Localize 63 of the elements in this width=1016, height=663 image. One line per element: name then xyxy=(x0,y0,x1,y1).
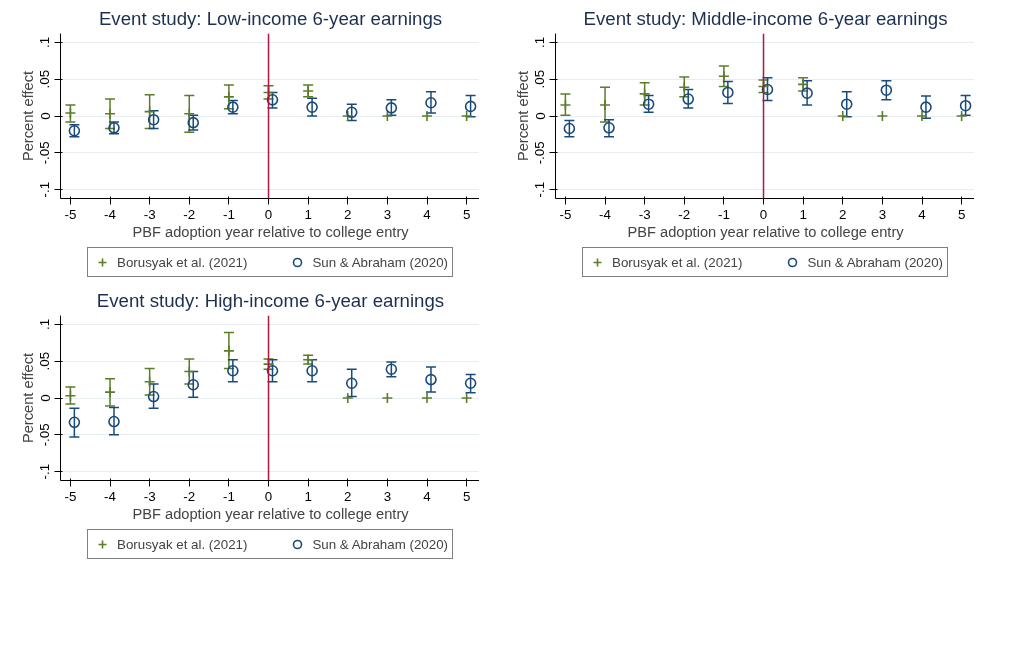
y-axis-title: Percent effect xyxy=(514,70,531,162)
legend-label: Borusyak et al. (2021) xyxy=(117,536,248,552)
x-tick-label: -3 xyxy=(638,206,651,222)
x-tick-label: 2 xyxy=(344,206,352,222)
legend-label: Borusyak et al. (2021) xyxy=(117,254,248,270)
x-tick-label: 1 xyxy=(304,206,312,222)
x-tick-label: -3 xyxy=(143,206,156,222)
chart-title: Event study: Low-income 6-year earnings xyxy=(98,7,443,29)
x-tick-label: -3 xyxy=(143,488,156,504)
y-tick-label: -.05 xyxy=(37,141,53,165)
x-tick-label: 5 xyxy=(462,488,471,504)
x-tick-label: 0 xyxy=(759,206,768,222)
x-tick-label: 2 xyxy=(344,488,352,504)
y-tick-label: -.1 xyxy=(37,463,53,480)
x-tick-label: 3 xyxy=(383,206,392,222)
x-axis-title: PBF adoption year relative to college entry xyxy=(627,223,905,240)
x-tick-label: 1 xyxy=(799,206,807,222)
x-tick-label: 2 xyxy=(839,206,847,222)
x-tick-label: 3 xyxy=(383,488,392,504)
x-tick-label: -1 xyxy=(222,206,235,222)
x-tick-label: 5 xyxy=(462,206,471,222)
legend-label: Borusyak et al. (2021) xyxy=(612,254,743,270)
x-tick-label: -1 xyxy=(717,206,730,222)
y-tick-label: .05 xyxy=(532,69,548,89)
legend-label: Sun & Abraham (2020) xyxy=(312,254,448,270)
y-tick-label: .05 xyxy=(37,351,53,371)
chart-title: Event study: High-income 6-year earnings xyxy=(96,289,445,311)
x-tick-label: -2 xyxy=(678,206,691,222)
x-axis-title: PBF adoption year relative to college entry xyxy=(132,505,410,522)
x-tick-label: -4 xyxy=(104,488,117,504)
x-tick-label: -5 xyxy=(559,206,572,222)
x-tick-label: 4 xyxy=(423,488,432,504)
x-tick-label: -2 xyxy=(183,488,196,504)
y-tick-label: -.05 xyxy=(532,141,548,165)
x-tick-label: 4 xyxy=(423,206,432,222)
y-tick-label: -.05 xyxy=(37,423,53,447)
legend-label: Sun & Abraham (2020) xyxy=(807,254,943,270)
x-tick-label: -2 xyxy=(183,206,196,222)
x-tick-label: 4 xyxy=(918,206,927,222)
x-tick-label: -5 xyxy=(64,206,77,222)
x-axis-title: PBF adoption year relative to college entry xyxy=(132,223,410,240)
legend-label: Sun & Abraham (2020) xyxy=(312,536,448,552)
y-tick-label: -.1 xyxy=(532,181,548,198)
chart-title: Event study: Middle-income 6-year earnings xyxy=(583,7,948,29)
y-tick-label: 0 xyxy=(37,112,53,120)
x-tick-label: 5 xyxy=(957,206,966,222)
y-tick-label: 0 xyxy=(532,112,548,120)
x-tick-label: -5 xyxy=(64,488,77,504)
x-tick-label: 0 xyxy=(264,206,273,222)
y-tick-label: .05 xyxy=(37,69,53,89)
y-axis-title: Percent effect xyxy=(19,70,36,162)
x-tick-label: -4 xyxy=(599,206,612,222)
y-tick-label: .1 xyxy=(532,36,548,48)
y-tick-label: .1 xyxy=(37,36,53,48)
y-tick-label: -.1 xyxy=(37,181,53,198)
x-tick-label: 3 xyxy=(878,206,887,222)
y-axis-title: Percent effect xyxy=(19,352,36,444)
x-tick-label: -1 xyxy=(222,488,235,504)
y-tick-label: 0 xyxy=(37,394,53,402)
x-tick-label: 0 xyxy=(264,488,273,504)
y-tick-label: .1 xyxy=(37,318,53,330)
x-tick-label: -4 xyxy=(104,206,117,222)
x-tick-label: 1 xyxy=(304,488,312,504)
